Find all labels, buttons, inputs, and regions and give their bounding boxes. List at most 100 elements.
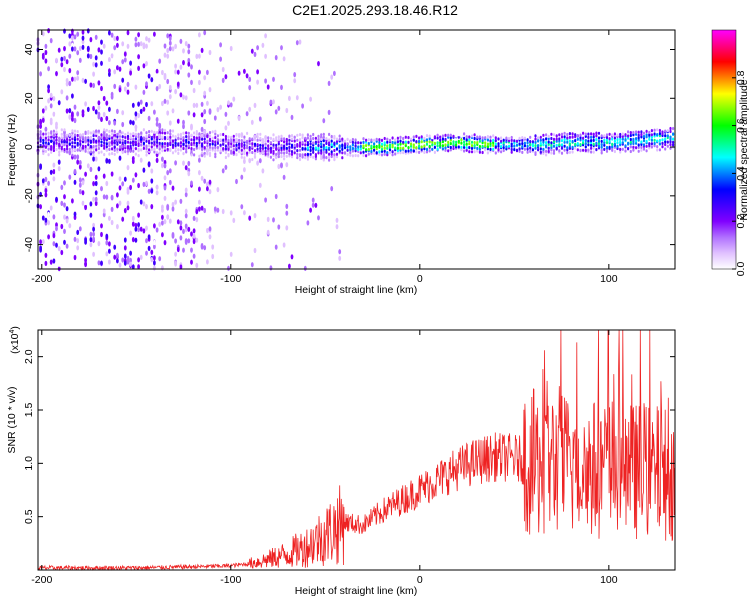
spectrogram-cell <box>142 146 145 150</box>
spectrogram-cell <box>317 140 320 144</box>
spectrogram-cell <box>277 105 281 111</box>
spectrogram-cell <box>259 146 262 150</box>
spectrogram-cell <box>203 140 206 144</box>
spectrogram-cell <box>198 199 201 205</box>
spectrogram-cell <box>380 142 384 146</box>
spectrogram-cell <box>103 153 106 157</box>
spectrogram-cell <box>121 257 125 263</box>
spectrogram-cell <box>542 133 545 137</box>
spectrogram-cell <box>126 131 130 135</box>
spectrogram-cell <box>253 154 257 159</box>
spectrogram-cell <box>510 147 513 152</box>
spectrogram-cell <box>269 99 273 105</box>
spectrogram-cell <box>457 139 460 143</box>
spectrogram-cell <box>354 149 357 153</box>
spectrogram-cell <box>563 138 566 142</box>
spectrogram-cell <box>195 262 199 268</box>
spectrogram-cell <box>179 134 182 139</box>
spectrogram-cell <box>229 102 233 108</box>
spectrogram-cell <box>206 186 209 192</box>
spectrogram-cell <box>171 139 175 143</box>
spectrogram-cell <box>108 120 111 126</box>
spectrogram-cell <box>534 151 537 155</box>
spectrogram-cell <box>81 35 85 41</box>
spectrogram-cell <box>177 142 180 146</box>
spectrogram-cell <box>129 257 133 263</box>
spectrogram-cell <box>637 149 640 153</box>
spectrogram-cell <box>288 152 291 156</box>
spectrogram-cell <box>84 101 87 107</box>
spectrogram-cell <box>436 144 439 148</box>
spectrogram-cell <box>250 48 254 54</box>
spectrogram-cell <box>161 100 164 107</box>
spectrogram-cell <box>238 133 241 137</box>
spectrogram-cell <box>52 142 56 146</box>
spectrogram-cell <box>563 135 566 139</box>
spectrogram-cell <box>613 132 617 136</box>
spectrogram-cell <box>195 132 198 136</box>
spectrogram-cell <box>415 146 418 150</box>
spectrogram-cell <box>163 219 167 225</box>
spectrogram-cell <box>449 142 452 146</box>
spectrogram-cell <box>121 117 125 123</box>
spectrogram-cell <box>55 147 58 152</box>
spectrogram-cell <box>288 95 291 101</box>
spectrogram-cell <box>171 91 175 97</box>
spectrogram-cell <box>238 146 241 150</box>
spectrogram-cell <box>145 131 148 135</box>
spectrogram-cell <box>211 146 214 150</box>
spectrogram-cell <box>86 163 90 169</box>
spectrogram-cell <box>283 154 286 158</box>
spectrogram-cell <box>486 145 489 149</box>
spectrogram-cell <box>140 148 143 152</box>
spectrogram-cell <box>206 149 209 153</box>
spectrogram-cell <box>65 95 69 101</box>
spectrogram-cell <box>108 158 111 164</box>
spectrogram-cell <box>380 144 384 148</box>
spectrogram-cell <box>656 145 659 149</box>
spectrogram-cell <box>47 138 50 142</box>
spectrogram-cell <box>362 137 365 141</box>
spectrogram-cell <box>309 145 312 149</box>
spectrogram-cell <box>147 115 151 121</box>
spectrogram-cell <box>513 139 516 143</box>
spectrogram-cell <box>552 137 556 141</box>
spectrogram-cell <box>97 80 101 86</box>
spectrogram-cell <box>293 151 296 155</box>
spectrogram-cell <box>219 149 222 153</box>
spectrogram-cell <box>391 153 394 157</box>
spectrogram-cell <box>428 137 431 141</box>
spectrogram-cell <box>108 106 111 112</box>
spectrogram-cell <box>518 149 521 153</box>
spectrogram-cell <box>267 149 270 153</box>
spectrogram-cell <box>274 193 278 200</box>
spectrogram-cell <box>309 134 312 138</box>
spectrogram-cell <box>230 142 233 146</box>
spectrogram-cell <box>439 143 442 147</box>
spectrogram-cell <box>198 69 201 75</box>
spectrogram-cell <box>232 138 235 142</box>
spectrogram-cell <box>42 141 45 145</box>
spectrogram-cell <box>571 132 574 136</box>
spectrogram-cell <box>253 137 257 142</box>
spectrogram-cell <box>637 136 640 140</box>
spectrogram-cell <box>650 133 654 137</box>
spectrogram-cell <box>153 142 156 146</box>
spectrogram-cell <box>132 132 135 136</box>
spectrogram-cell <box>105 100 109 106</box>
spectrogram-cell <box>190 259 193 265</box>
spectrogram-cell <box>100 140 103 144</box>
spectrogram-cell <box>206 152 209 156</box>
spectrogram-cell <box>174 251 178 257</box>
spectrogram-cell <box>468 150 471 154</box>
spectrogram-cell <box>320 154 323 158</box>
spectrogram-cell <box>219 42 223 48</box>
spectrogram-cell <box>81 144 85 148</box>
spectrogram-cell <box>97 139 100 143</box>
spectrogram-cell <box>296 149 299 153</box>
spectrogram-cell <box>108 129 111 134</box>
snr-xlabel: Height of straight line (km) <box>295 585 418 597</box>
spectrogram-cell <box>656 148 659 152</box>
spectrogram-cell <box>224 164 228 170</box>
spectrogram-cell <box>349 139 352 143</box>
